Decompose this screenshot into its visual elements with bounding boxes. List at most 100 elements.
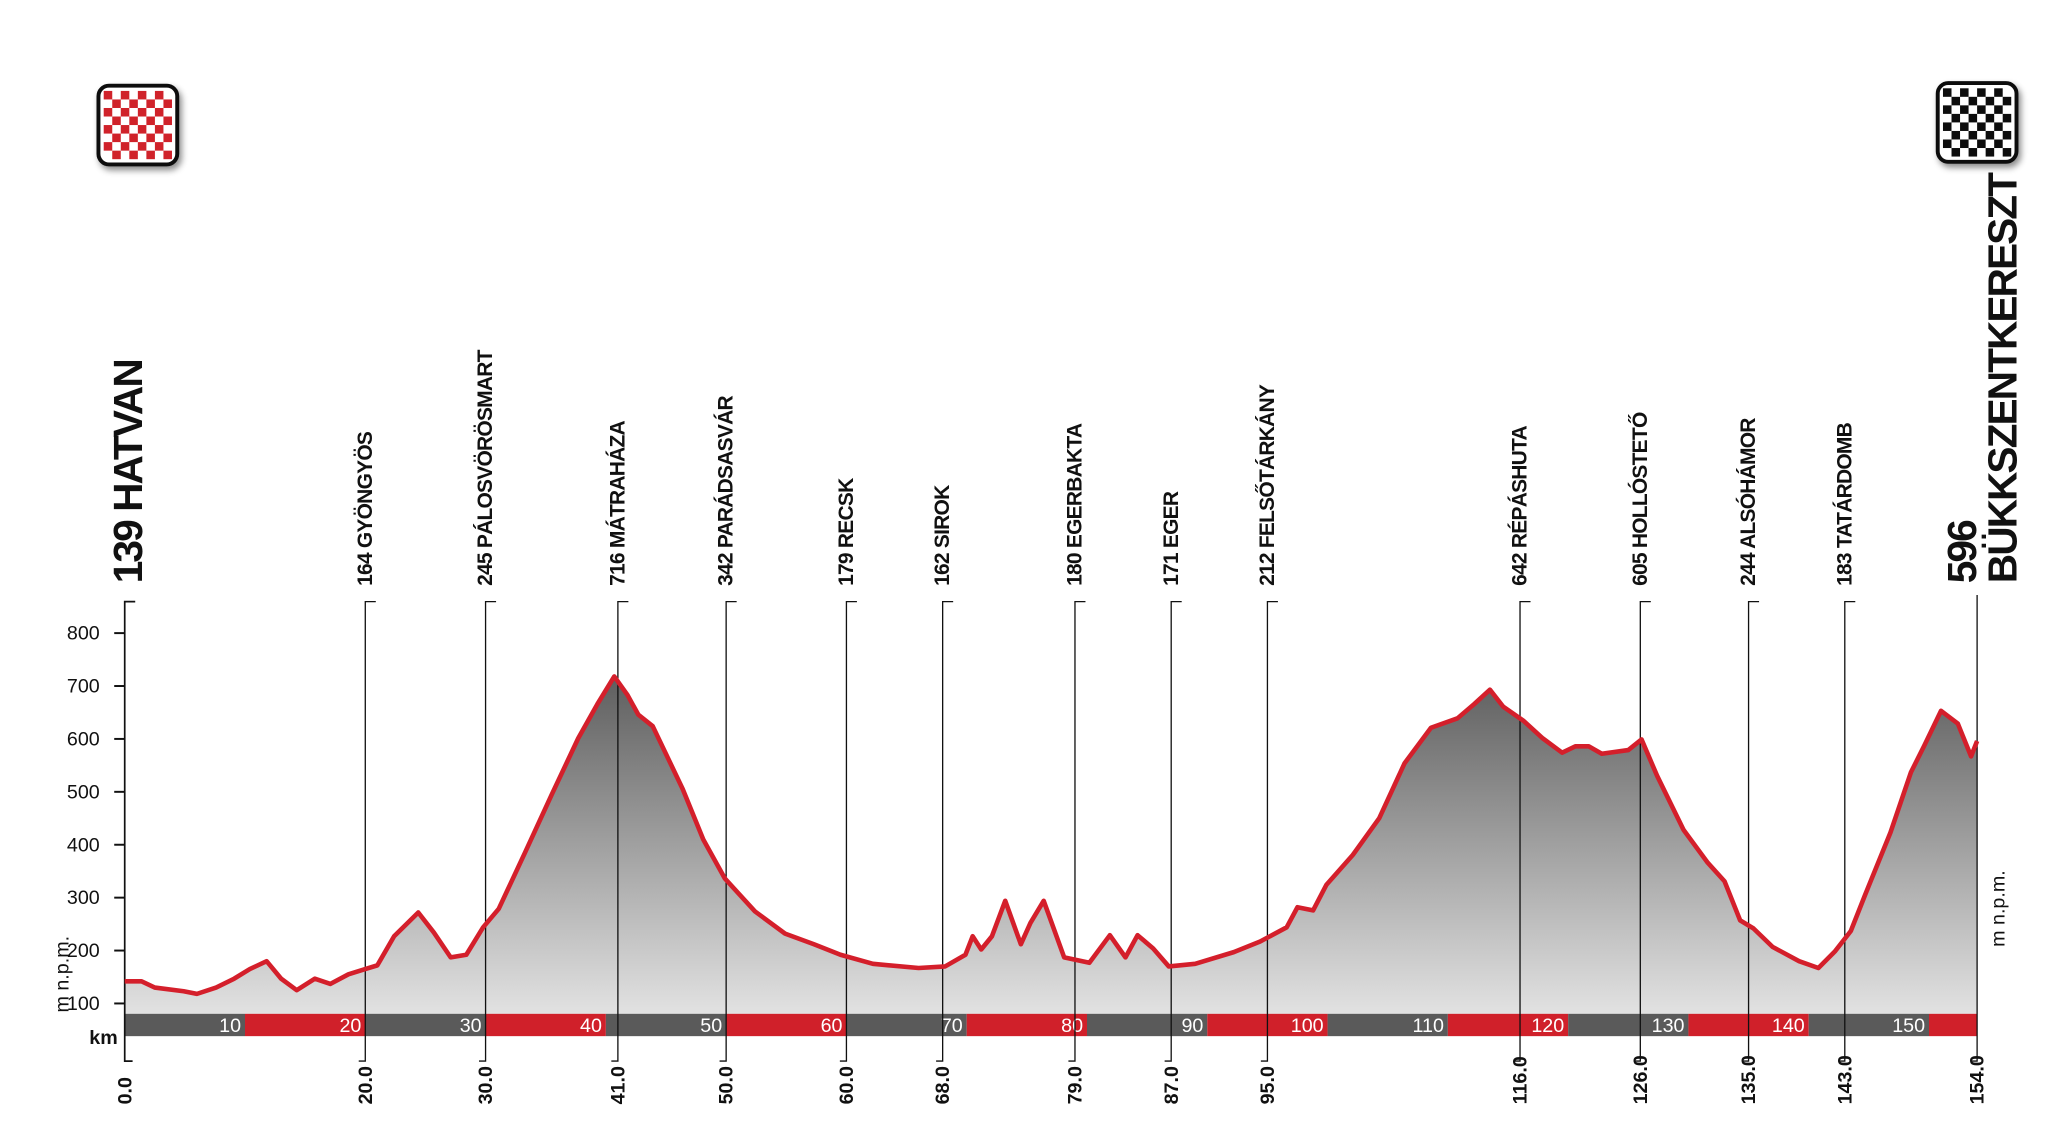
flag-square: [103, 107, 113, 117]
waypoint-line: [611, 600, 629, 1062]
flag-square: [129, 116, 138, 126]
flag-square: [137, 142, 147, 151]
waypoint-line: [719, 600, 737, 1062]
flag-square: [1951, 148, 1961, 157]
flag-square: [129, 150, 138, 160]
flag-square: [146, 133, 155, 143]
km-bar-segment: [1447, 1013, 1569, 1037]
flag-square: [1960, 139, 1969, 149]
flag-square: [112, 99, 121, 108]
profile-line: [124, 674, 1980, 997]
km-bar-segment: [605, 1013, 727, 1037]
y-tick-label: 400: [67, 834, 100, 856]
waypoint-km-label: 87.0: [1161, 1066, 1183, 1104]
flag-square: [1977, 122, 1986, 131]
waypoint-line: [479, 600, 497, 1062]
flag-square: [154, 107, 164, 117]
km-bar-label: 130: [1652, 1015, 1685, 1037]
km-bar-label: 10: [219, 1015, 241, 1037]
waypoint-label: 171 EGER: [1160, 491, 1183, 586]
km-bar-segment: [1928, 1013, 1978, 1037]
flag-square: [1942, 122, 1952, 131]
waypoint-label: 244 ALSÓHÁMOR: [1736, 418, 1760, 586]
y-axis-label: m n.p.m.: [51, 936, 73, 1013]
flag-square: [112, 150, 121, 160]
waypoint-km-label: 50.0: [716, 1066, 738, 1104]
flag-square: [1942, 139, 1952, 149]
flag-square: [154, 125, 164, 134]
y-tick-label: 300: [67, 887, 100, 909]
start-label: 139 HATVAN: [105, 360, 151, 583]
flag-square: [1977, 105, 1986, 114]
waypoint-line: [839, 600, 857, 1062]
flag-square: [1951, 96, 1961, 106]
km-bar-label: 20: [339, 1015, 361, 1037]
km-bar-segment: [1327, 1013, 1448, 1037]
flag-square: [2002, 96, 2012, 106]
waypoint-label: 180 EGERBAKTA: [1064, 423, 1087, 586]
km-label: km: [89, 1027, 117, 1049]
waypoint-label: 183 TATÁRDOMB: [1833, 422, 1856, 585]
waypoint-km-label: 135.0: [1738, 1055, 1760, 1104]
flag-square: [1942, 88, 1952, 97]
waypoint-km-label: 20.0: [355, 1066, 377, 1104]
flag-square: [1968, 148, 1978, 157]
flag-square: [103, 90, 113, 100]
flag-square: [1985, 130, 1995, 140]
flag-square: [1977, 139, 1986, 149]
waypoint-line: [358, 600, 376, 1062]
flag-square: [1994, 122, 2003, 131]
waypoint-line: [1633, 600, 1651, 1062]
flag-square: [1960, 105, 1969, 114]
waypoint-km-label: 95.0: [1257, 1066, 1279, 1104]
waypoint-label: 642 RÉPÁSHUTA: [1509, 425, 1532, 585]
finish-km-label: 154.0: [1967, 1055, 1989, 1104]
km-bar-label: 150: [1892, 1015, 1925, 1037]
waypoint-label: 212 FELSŐTÁRKÁNY: [1256, 384, 1279, 586]
waypoint-km-label: 30.0: [475, 1066, 497, 1104]
waypoint-km-label: 79.0: [1065, 1066, 1087, 1104]
waypoint-label: 605 HOLLÓSTETŐ: [1628, 412, 1652, 586]
waypoint-km-label: 41.0: [607, 1066, 629, 1104]
waypoint-label: 342 PARÁDSASVÁR: [715, 396, 738, 586]
km-bar-segment: [124, 1013, 246, 1037]
y-tick-label: 500: [67, 781, 100, 803]
finish-name: BÜKKSZENTKERESZT: [1979, 172, 2025, 583]
km-bar-segment: [966, 1013, 1087, 1037]
waypoint-line: [1742, 600, 1760, 1062]
km-bar-segment: [245, 1013, 366, 1037]
km-bar-segment: [365, 1013, 486, 1037]
flag-square: [129, 99, 138, 108]
flag-square: [137, 90, 147, 100]
waypoint-label: 162 SIROK: [931, 485, 954, 586]
flag-square: [1985, 96, 1995, 106]
flag-square: [1994, 139, 2003, 149]
flag-square: [1968, 96, 1978, 106]
km-bar-label: 120: [1531, 1015, 1564, 1037]
flag-square: [1960, 122, 1969, 131]
km-bar-label: 90: [1181, 1015, 1203, 1037]
y-axis-label-right: m n.p.m.: [1988, 870, 2010, 947]
flag-square: [103, 142, 113, 151]
finish-flag-icon: [1935, 81, 2019, 164]
waypoint-km-label: 143.0: [1834, 1055, 1856, 1104]
flag-square: [146, 116, 155, 126]
km-bar-segment: [1086, 1013, 1208, 1037]
flag-square: [1968, 113, 1978, 123]
flag-square: [137, 107, 147, 117]
flag-square: [1985, 148, 1995, 157]
flag-square: [163, 133, 172, 143]
flag-square: [2002, 113, 2012, 123]
waypoint-line: [1068, 600, 1086, 1062]
y-tick-label: 700: [67, 676, 100, 698]
flag-square: [146, 99, 155, 108]
waypoint-line: [1260, 600, 1278, 1062]
y-axis: [123, 600, 136, 1062]
km-bar-segment: [846, 1013, 967, 1037]
km-bar-segment: [726, 1013, 847, 1037]
flag-square: [154, 90, 164, 100]
flag-square: [1968, 130, 1978, 140]
km-bar-label: 80: [1061, 1015, 1083, 1037]
flag-square: [137, 125, 147, 134]
profile-area: [124, 676, 1978, 1014]
